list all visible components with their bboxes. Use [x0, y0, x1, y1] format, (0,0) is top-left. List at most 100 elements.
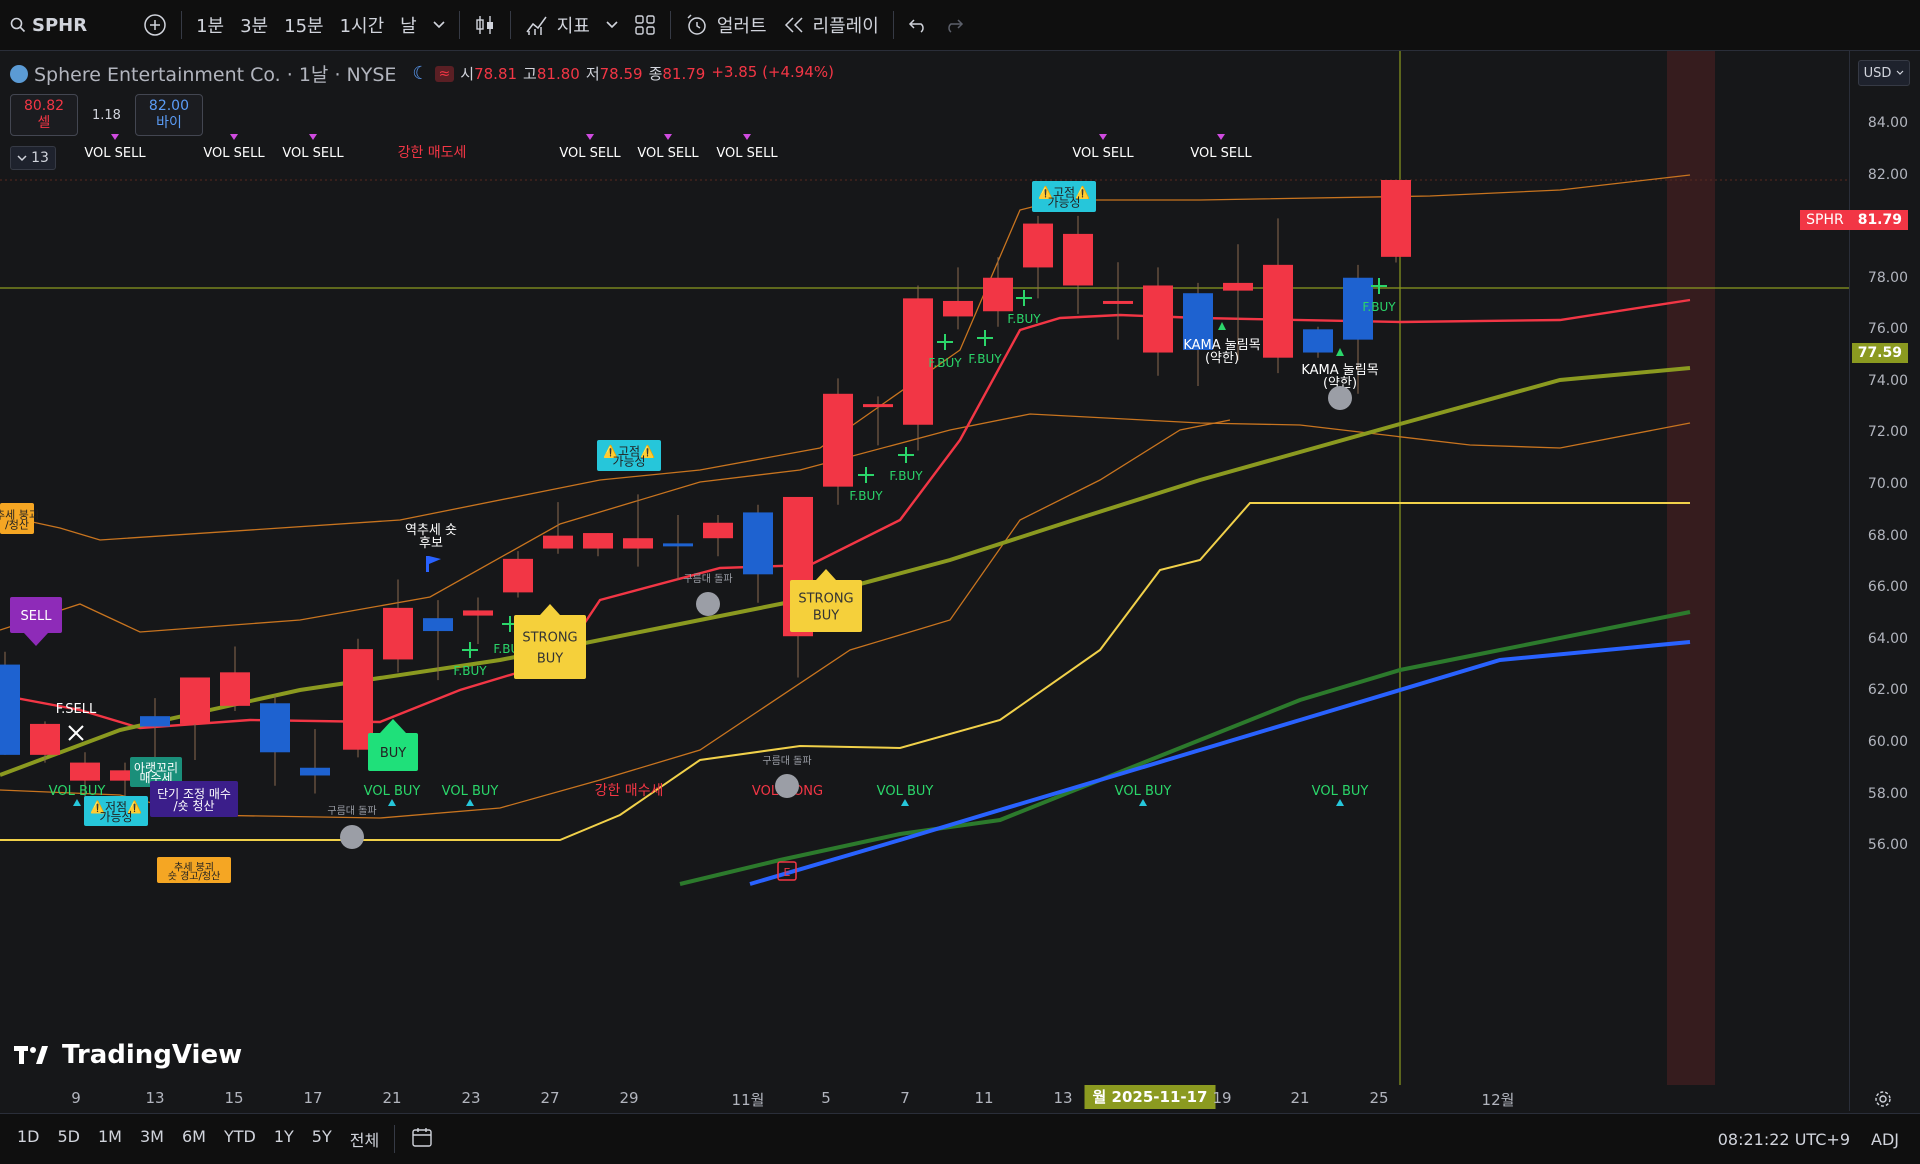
- sell-button[interactable]: 80.82 셀: [10, 94, 78, 136]
- strong-buy-2-text: BUY: [813, 609, 839, 624]
- candle-body: [423, 618, 453, 632]
- vol-sell-label: VOL SELL: [84, 146, 146, 161]
- reversal-flag-icon: [426, 556, 429, 572]
- cloud-break-marker: [775, 774, 799, 798]
- vol-sell-marker: [111, 134, 119, 140]
- strong-buy-1-text: STRONG: [522, 630, 577, 645]
- redo-icon: [948, 19, 963, 33]
- indicators-collapse-button[interactable]: 13: [10, 146, 56, 170]
- range-button-5y[interactable]: 5Y: [311, 1127, 332, 1146]
- time-scale-label: 21: [382, 1089, 402, 1107]
- interval-15m[interactable]: 15분: [284, 16, 324, 37]
- ohlc-values: 시78.81 고81.80 저78.59 종81.79 +3.85 (+4.94…: [460, 63, 834, 84]
- indicator-count: 13: [31, 150, 49, 166]
- undo-button[interactable]: [900, 0, 936, 50]
- vol-sell-marker: [309, 134, 317, 140]
- trend-break-label-text: /청산: [5, 519, 29, 532]
- price-scale-label: 74.00: [1867, 372, 1908, 389]
- compare-button[interactable]: [135, 0, 175, 50]
- high-label: 고: [523, 65, 537, 83]
- candle-body: [903, 298, 933, 425]
- chart-type-button[interactable]: [466, 0, 504, 50]
- bollinger-lower-line: [0, 419, 1231, 819]
- adj-toggle[interactable]: ADJ: [1862, 1130, 1908, 1149]
- range-button-ytd[interactable]: YTD: [223, 1127, 256, 1146]
- price-scale-label: 68.00: [1867, 527, 1908, 544]
- trend-ma-line: [0, 366, 1691, 777]
- time-scale[interactable]: 9 13 15 17 21 23 27 29 11월 5 7 11 13 월 2025-11-17 19 21…: [0, 1085, 1850, 1111]
- range-button-전체[interactable]: 전체: [349, 1131, 380, 1150]
- indicators-button[interactable]: 지표: [517, 0, 598, 50]
- rewind-icon: [784, 17, 803, 33]
- alert-label: 얼러트: [716, 16, 767, 37]
- candle-body: [180, 677, 210, 724]
- buy-signal-text: BUY: [380, 746, 406, 761]
- interval-dropdown[interactable]: [425, 0, 453, 50]
- indicators-dropdown[interactable]: [598, 0, 626, 50]
- chart-area[interactable]: VOL SELL VOL SELL VOL SELL VOL SELL VOL SELL…: [0, 51, 1920, 1111]
- time-scale-label: 12월: [1481, 1091, 1515, 1109]
- redo-button[interactable]: [936, 0, 972, 50]
- range-button-6m[interactable]: 6M: [181, 1127, 206, 1146]
- range-button-1m[interactable]: 1M: [98, 1127, 122, 1146]
- candle-body: [383, 607, 413, 660]
- market-closed-icon: ☾: [412, 63, 429, 84]
- interval-1m[interactable]: 1분: [196, 16, 225, 37]
- candle-body: [543, 535, 573, 549]
- earnings-event-icon: [777, 861, 797, 881]
- range-button-3m[interactable]: 3M: [139, 1127, 164, 1146]
- range-button-5d[interactable]: 5D: [57, 1127, 81, 1146]
- strong-buy-1-box: [514, 615, 586, 679]
- price-scale-label: 56.00: [1867, 837, 1908, 854]
- short-adjust-label-box: [150, 781, 238, 817]
- time-scale-label: 11월: [731, 1091, 765, 1109]
- clock[interactable]: 08:21:22 UTC+9: [1718, 1114, 1850, 1164]
- candle-body: [703, 522, 733, 539]
- indicators-label: 지표: [556, 16, 590, 37]
- buy-button[interactable]: 82.00 바이: [134, 94, 203, 136]
- candle-body: [463, 610, 493, 616]
- range-button-1y[interactable]: 1Y: [273, 1127, 294, 1146]
- indicators-icon: [526, 16, 547, 35]
- interval-day[interactable]: 날: [400, 16, 417, 37]
- symbol-search[interactable]: SPHR: [0, 0, 95, 50]
- vol-strong-label-right: ONG: [793, 784, 823, 799]
- cloud-break-marker: [340, 825, 364, 849]
- range-button-1d[interactable]: 1D: [17, 1127, 40, 1146]
- timescale-settings-button[interactable]: [1874, 1090, 1892, 1112]
- replay-button[interactable]: 리플레이: [775, 0, 887, 50]
- cloud-break-label: 구름대 돌파: [327, 805, 376, 817]
- cloud-break-label: 구름대 돌파: [762, 755, 811, 767]
- time-scale-label: 15: [224, 1089, 244, 1107]
- sell-signal-text: SELL: [21, 609, 53, 624]
- candle-body: [1343, 277, 1373, 340]
- kama-pullback-label: KAMA 눌림목: [1183, 338, 1260, 353]
- candle-body: [1063, 233, 1093, 286]
- candle-body: [1023, 223, 1053, 268]
- interval-3m[interactable]: 3분: [240, 16, 269, 37]
- peak-warning-2-text: 가능성: [612, 455, 645, 469]
- vol-buy-label: VOL BUY: [877, 784, 934, 799]
- high-value: 81.80: [536, 65, 580, 83]
- vol-buy-marker: [466, 799, 474, 806]
- candle-body: [260, 703, 290, 753]
- time-scale-label: 25: [1369, 1089, 1389, 1107]
- currency-selector[interactable]: USD: [1858, 60, 1910, 86]
- bollinger-upper-line: [0, 174, 1691, 541]
- long-ma-blue: [749, 640, 1691, 886]
- buy-signal-box: [368, 733, 418, 771]
- alert-button[interactable]: 얼러트: [677, 0, 775, 50]
- f-buy-label: F.BUY: [968, 352, 1002, 366]
- price-chart[interactable]: VOL SELL VOL SELL VOL SELL VOL SELL VOL SELL…: [0, 51, 1850, 1085]
- price-scale-label: 78.00: [1867, 269, 1908, 286]
- layout-button[interactable]: [626, 0, 664, 50]
- ichimoku-line: [0, 502, 1690, 841]
- interval-1h[interactable]: 1시간: [339, 16, 385, 37]
- candle-body: [663, 543, 693, 547]
- time-scale-label: 13: [1053, 1089, 1073, 1107]
- candle-body: [983, 277, 1013, 312]
- goto-date-button[interactable]: [401, 1126, 443, 1152]
- trend-break-label-2-text: 숏 경고/청산: [168, 869, 221, 882]
- close-label: 종: [648, 65, 663, 83]
- time-scale-label: 21: [1290, 1089, 1310, 1107]
